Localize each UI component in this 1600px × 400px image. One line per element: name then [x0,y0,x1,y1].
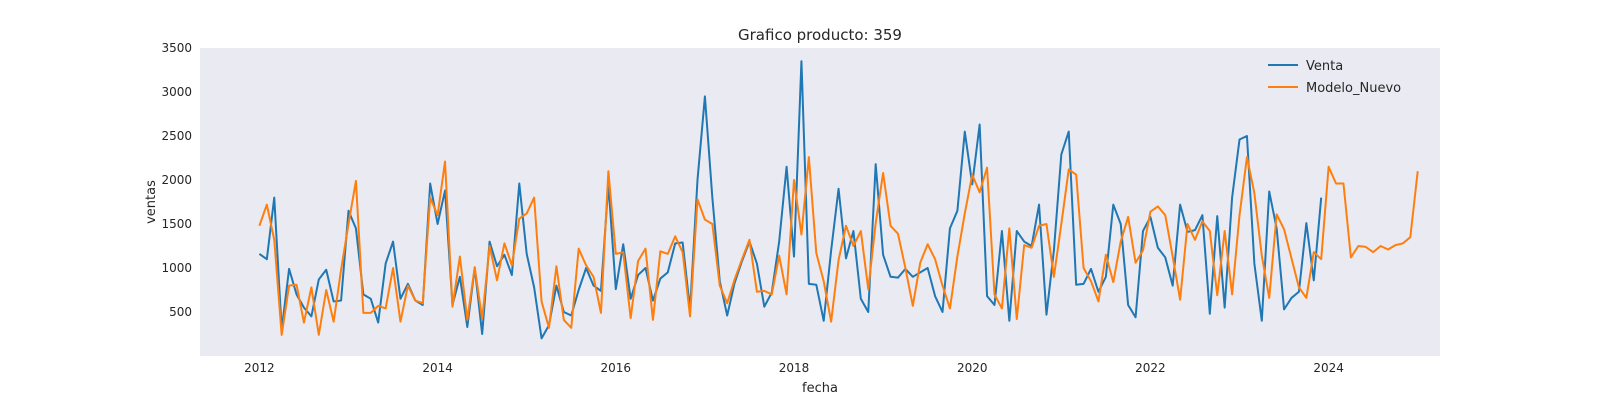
x-tick-label: 2018 [779,361,810,375]
y-tick-label: 1000 [161,261,192,275]
y-tick-label: 500 [169,305,192,319]
y-axis-ticks: 500 1000 1500 2000 2500 3000 3500 [161,41,192,319]
y-tick-label: 3000 [161,85,192,99]
x-tick-label: 2024 [1313,361,1344,375]
y-tick-label: 2000 [161,173,192,187]
series-line-2 [258,156,1419,336]
x-tick-label: 2020 [957,361,988,375]
x-tick-label: 2016 [601,361,632,375]
x-tick-label: 2022 [1135,361,1166,375]
y-tick-label: 3500 [161,41,192,55]
legend-label: Venta [1306,59,1343,74]
y-tick-label: 2500 [161,129,192,143]
chart-title: Grafico producto: 359 [738,26,902,44]
x-tick-label: 2014 [422,361,453,375]
series-lines [258,60,1419,340]
y-axis-label: ventas [144,180,159,224]
x-tick-label: 2012 [244,361,275,375]
y-tick-label: 1500 [161,217,192,231]
x-axis-label: fecha [802,381,838,396]
legend: Venta Modelo_Nuevo [1268,59,1401,96]
x-axis-ticks: 2012 2014 2016 2018 2020 2022 2024 [244,361,1344,375]
legend-label: Modelo_Nuevo [1306,81,1401,96]
plot-area [200,48,1440,356]
series-line-1 [258,60,1323,340]
